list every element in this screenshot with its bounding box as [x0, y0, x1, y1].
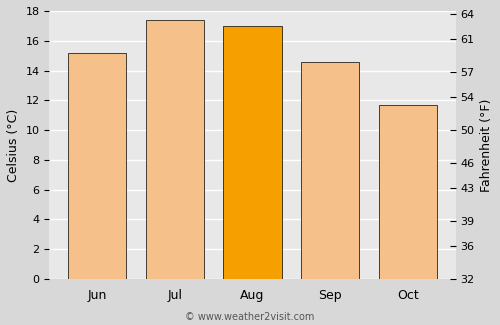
Bar	[146, 20, 204, 279]
Bar	[224, 26, 282, 279]
Bar	[301, 62, 360, 279]
Y-axis label: Fahrenheit (°F): Fahrenheit (°F)	[480, 98, 493, 192]
Y-axis label: Celsius (°C): Celsius (°C)	[7, 109, 20, 182]
Bar	[68, 53, 126, 279]
Text: © www.weather2visit.com: © www.weather2visit.com	[186, 312, 314, 322]
Bar	[379, 105, 437, 279]
